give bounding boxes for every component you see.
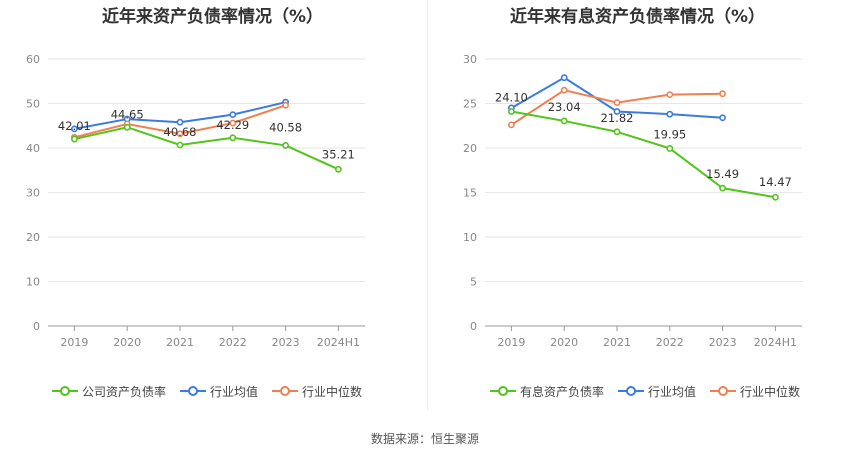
data-point	[282, 101, 289, 109]
data-point	[176, 118, 184, 126]
x-tick-label: 2024H1	[754, 336, 797, 349]
series-line	[74, 126, 339, 171]
legend-item-industry-median[interactable]: 行业中位数	[710, 383, 800, 400]
data-point	[229, 111, 237, 119]
data-point	[71, 135, 78, 143]
data-point	[560, 117, 568, 125]
data-point	[719, 114, 726, 122]
x-tick-label: 2019	[497, 336, 525, 349]
data-point	[613, 128, 621, 136]
right-chart-title: 近年来有息资产负债率情况（%）	[509, 7, 766, 27]
data-point	[229, 119, 237, 127]
left-legend: 公司资产负债率 行业均值 行业中位数	[52, 381, 376, 401]
x-tick-label: 2020	[113, 336, 141, 349]
y-tick-label: 30	[463, 53, 477, 66]
data-label: 15.49	[706, 167, 739, 181]
legend-line-icon	[52, 385, 78, 397]
y-tick-label: 10	[26, 276, 40, 289]
data-label: 19.95	[653, 127, 686, 141]
right-line-chart: 0 5 10 15 20 25 30 2019 2020 2021 2022 2023 2024H1 24…	[463, 53, 802, 349]
x-tick-label: 2023	[272, 336, 300, 349]
data-point	[176, 130, 184, 138]
legend-label: 行业均值	[648, 384, 697, 399]
data-point	[719, 90, 726, 98]
panel-divider	[427, 0, 428, 410]
legend-label: 公司资产负债率	[82, 384, 167, 399]
data-point	[71, 125, 78, 133]
data-point	[176, 141, 184, 149]
data-point	[666, 145, 674, 152]
data-label: 40.58	[269, 120, 302, 134]
legend-item-industry-median[interactable]: 行业中位数	[272, 383, 362, 400]
x-tick-label: 2022	[219, 336, 247, 349]
data-label: 42.29	[216, 118, 249, 132]
legend-item-interest-debt-ratio[interactable]: 有息资产负债率	[490, 383, 604, 400]
legend-label: 有息资产负债率	[520, 384, 605, 399]
data-label: 21.82	[601, 111, 634, 125]
x-tick-label: 2019	[60, 336, 88, 349]
data-point	[666, 91, 674, 98]
legend-item-industry-mean[interactable]: 行业均值	[180, 383, 258, 400]
y-tick-label: 5	[470, 276, 477, 289]
data-label: 24.10	[495, 91, 528, 105]
x-tick-label: 2020	[550, 336, 578, 349]
right-legend: 有息资产负债率 行业均值 行业中位数	[490, 381, 814, 401]
y-tick-label: 20	[26, 231, 40, 244]
y-tick-label: 20	[463, 142, 477, 155]
legend-item-industry-mean[interactable]: 行业均值	[618, 383, 696, 400]
legend-line-icon	[710, 385, 737, 397]
data-label: 14.47	[759, 175, 792, 189]
data-point	[508, 108, 515, 115]
data-point	[560, 86, 568, 94]
x-tick-label: 2021	[603, 336, 631, 349]
data-point	[229, 134, 237, 142]
y-tick-label: 60	[26, 53, 40, 66]
data-point	[334, 165, 342, 173]
data-point	[123, 123, 131, 131]
data-point	[613, 108, 621, 115]
data-label: 35.21	[322, 147, 355, 161]
legend-line-icon	[180, 385, 207, 397]
data-label: 42.01	[58, 119, 91, 133]
x-tick-label: 2024H1	[317, 336, 360, 349]
x-tick-label: 2022	[656, 336, 684, 349]
data-label: 44.65	[111, 107, 144, 121]
data-point	[560, 74, 568, 82]
data-point	[719, 184, 726, 192]
y-tick-label: 0	[470, 320, 477, 333]
left-chart-title: 近年来资产负债率情况（%）	[101, 7, 324, 27]
data-point	[508, 121, 515, 129]
y-tick-label: 15	[463, 187, 477, 200]
x-tick-label: 2021	[166, 336, 194, 349]
y-tick-label: 0	[33, 320, 40, 333]
data-point	[282, 142, 289, 149]
legend-line-icon	[490, 385, 516, 397]
legend-line-icon	[618, 385, 645, 397]
data-point	[771, 193, 779, 201]
series-line	[511, 110, 776, 199]
legend-item-company-debt-ratio[interactable]: 公司资产负债率	[52, 383, 166, 400]
left-line-chart: 0 10 20 30 40 50 60 2019 2020 2021 2022 2023 2024H1 4…	[26, 53, 365, 349]
data-source-footer: 数据来源：恒生聚源	[370, 432, 479, 446]
legend-line-icon	[272, 385, 299, 397]
legend-label: 行业均值	[210, 384, 259, 399]
legend-label: 行业中位数	[302, 384, 363, 399]
x-tick-label: 2023	[709, 336, 737, 349]
data-label: 23.04	[548, 100, 581, 114]
y-tick-label: 40	[26, 142, 40, 155]
y-tick-label: 10	[463, 231, 477, 244]
data-point	[613, 99, 621, 107]
legend-label: 行业中位数	[740, 384, 801, 399]
y-tick-label: 30	[26, 187, 40, 200]
y-tick-label: 25	[463, 98, 477, 111]
data-point	[666, 110, 674, 118]
data-label: 40.68	[164, 125, 197, 139]
y-tick-label: 50	[26, 98, 40, 111]
